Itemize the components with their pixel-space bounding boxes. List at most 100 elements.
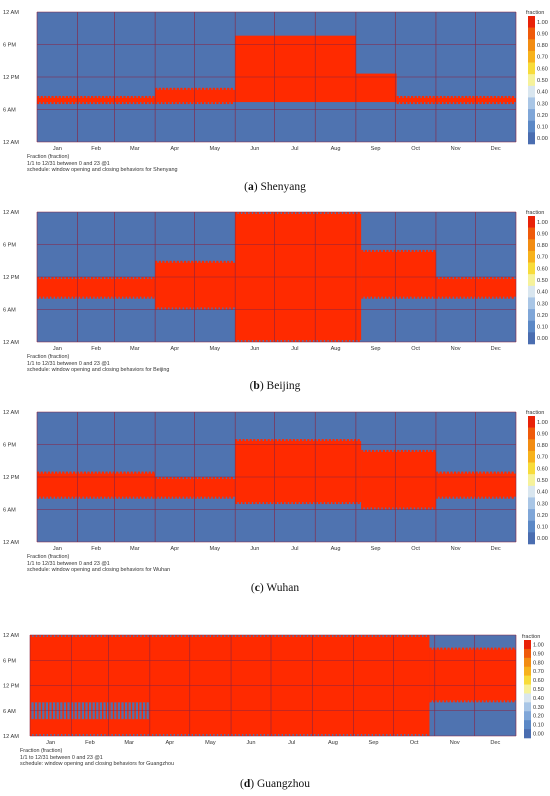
weekday-tick [80,471,83,499]
legend-tick-label: 0.30 [537,301,548,307]
y-tick-label: 12 PM [3,475,20,481]
x-tick-label: Oct [411,546,420,552]
metadata-line: schedule: window opening and closing beh… [27,367,170,374]
metadata-line: 1/1 to 12/31 between 0 and 23 @1 [27,160,110,167]
weekday-tick [453,277,457,299]
weekday-tick [173,477,176,499]
x-tick-label: Feb [85,740,95,746]
x-tick-label: Mar [130,346,140,352]
legend-tick-label: 1.00 [533,642,544,648]
weekday-tick [47,95,51,105]
weekday-tick [429,449,432,510]
weekday-tick [40,95,43,105]
legend-tick-label: 0.10 [537,525,548,531]
weekday-tick [389,449,393,510]
weekday-tick [94,471,97,499]
weekday-tick [497,95,500,105]
x-tick-label: Feb [91,346,101,352]
weekday-tick [37,471,40,499]
weekday-tick [47,471,51,499]
weekday-tick [148,277,151,299]
weekday-tick [105,95,108,105]
weekday-tick [191,260,194,310]
weekday-tick [299,439,303,505]
metadata-line: schedule: window opening and closing beh… [27,167,178,174]
weekday-tick [361,449,364,510]
weekday-tick [223,260,226,310]
weekday-tick [201,477,205,499]
weekday-tick [443,277,446,299]
weekday-tick [490,95,493,105]
weekday-tick [260,439,263,505]
schedule-block [37,471,156,499]
weekday-tick [379,449,382,510]
legend-swatch [528,239,535,252]
y-tick-label: 6 PM [3,43,16,49]
legend-swatch [528,50,535,63]
weekday-tick [123,277,126,299]
weekday-tick [40,471,43,499]
weekday-tick [486,95,489,105]
weekday-tick [403,95,407,105]
heatmap-chart: 12 AM 6 PM 12 PM 6 AM 12 AM Jan Feb Mar Apr May Ju… [3,633,544,746]
weekday-tick [439,471,442,499]
x-tick-label: Sep [371,146,381,152]
weekday-tick [176,260,179,310]
legend-swatch [528,532,535,545]
weekday-tick [317,439,321,505]
weekday-tick [471,471,475,499]
weekday-tick [152,471,155,499]
weekday-tick [194,260,197,310]
weekday-tick [47,277,51,299]
weekday-tick [137,95,141,105]
weekday-tick [209,260,212,310]
weekday-tick [58,95,61,105]
weekday-tick [364,449,367,510]
weekday-tick [116,471,119,499]
weekday-tick [289,439,292,505]
weekday-tick [511,471,514,499]
weekday-tick [94,277,97,299]
weekday-tick [55,95,58,105]
weekday-tick [230,477,233,499]
weekday-tick [494,647,497,703]
legend-tick-label: 0.20 [533,714,544,720]
weekday-tick [62,95,65,105]
legend-tick-label: 0.60 [537,66,548,72]
weekday-tick [436,95,439,105]
weekday-tick [51,471,54,499]
weekday-tick [310,439,313,505]
weekday-tick [457,277,460,299]
x-tick-label: Nov [451,346,461,352]
metadata-line: Fraction (fraction) [20,748,63,754]
weekday-tick [482,471,485,499]
legend-tick-label: 0.40 [537,90,548,96]
caption-city: Shenyang [260,181,306,193]
weekday-tick [512,647,515,703]
weekday-tick [497,277,500,299]
weekday-tick [429,647,432,703]
x-tick-label: Feb [91,146,101,152]
chart-panel-wuhan: 12 AM 6 PM 12 PM 6 AM 12 AM Jan Feb Mar Apr May Ju… [0,408,550,598]
x-tick-label: Jul [291,146,298,152]
legend-swatch [528,450,535,463]
weekday-tick [489,471,493,499]
weekday-tick [194,87,197,105]
weekday-tick [421,95,425,105]
weekday-tick [368,449,371,510]
weekday-tick [433,647,436,703]
weekday-tick [371,449,375,510]
weekday-tick [44,277,47,299]
weekday-tick [198,87,201,105]
x-tick-label: Aug [331,546,341,552]
weekday-tick [425,449,429,510]
legend-tick-label: 0.90 [533,651,544,657]
weekday-tick [418,449,421,510]
legend-tick-label: 0.70 [537,55,548,61]
legend-swatch [528,274,535,287]
heatmap-chart: 12 AM 6 PM 12 PM 6 AM 12 AM Jan Feb Mar Apr May Ju… [3,210,548,352]
weekday-tick [165,87,169,105]
weekday-tick [62,471,65,499]
weekday-tick [127,471,130,499]
x-tick-label: Apr [170,346,179,352]
